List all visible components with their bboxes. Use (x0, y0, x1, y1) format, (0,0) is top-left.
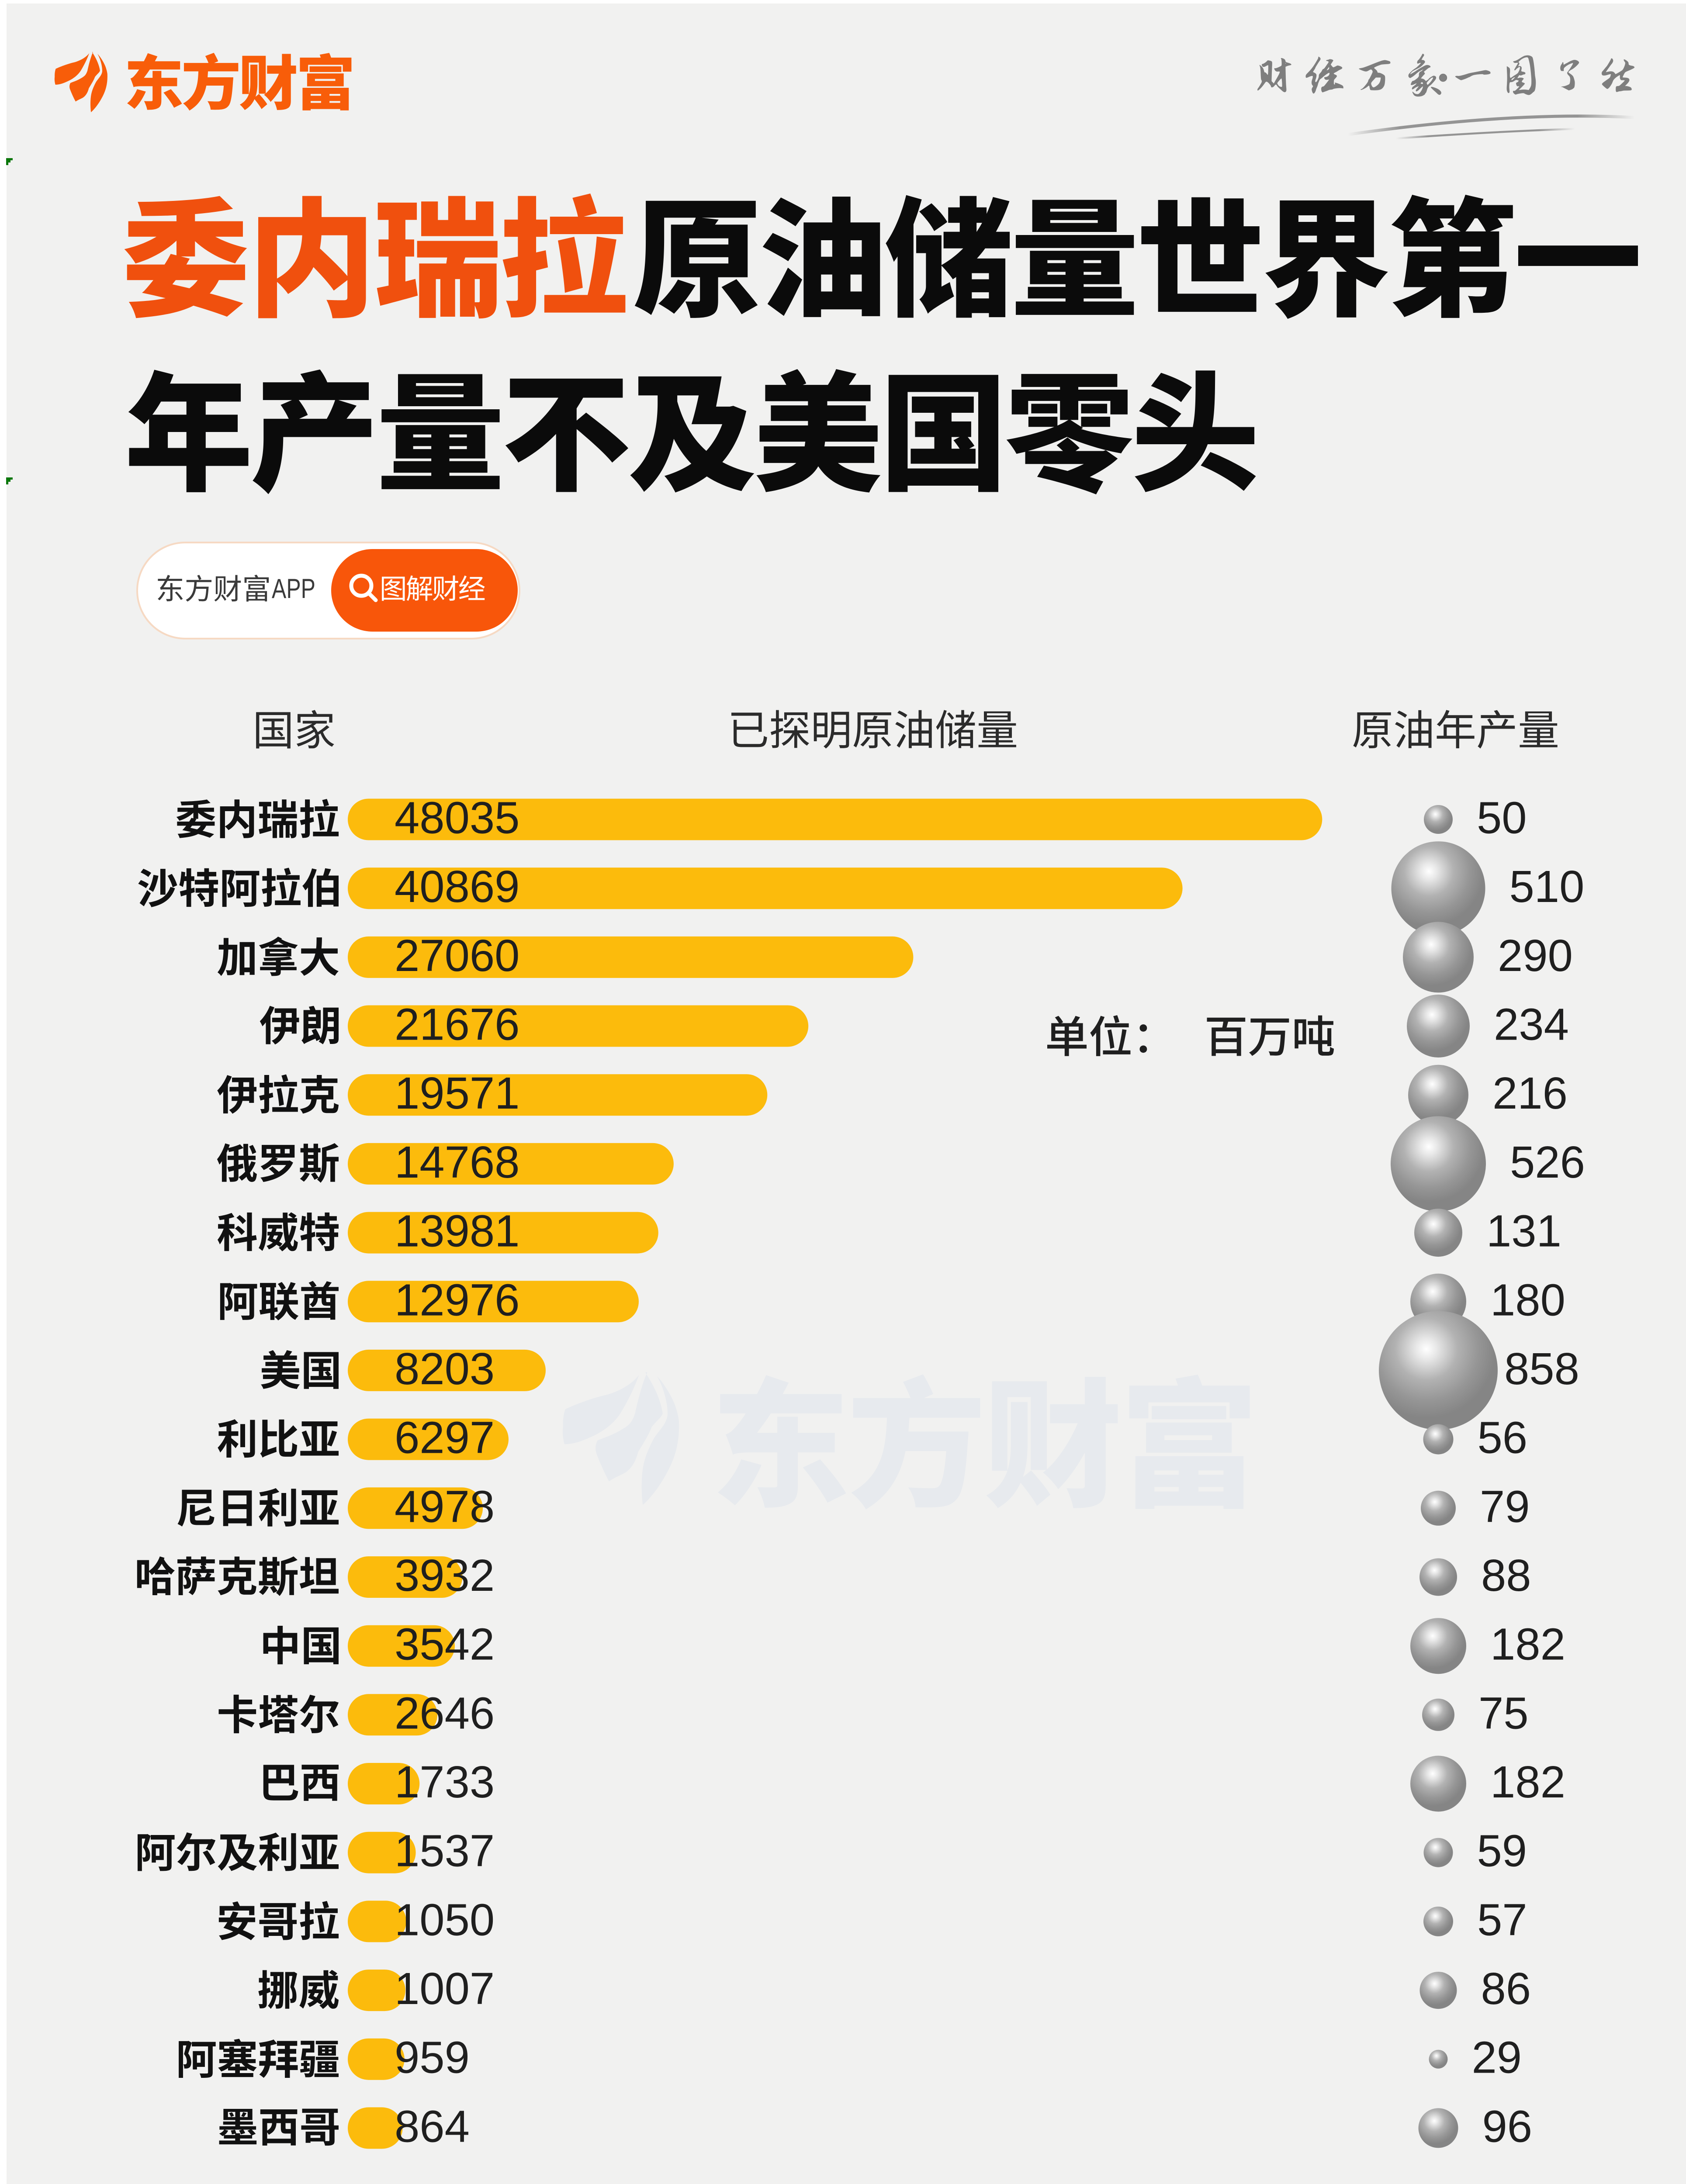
svg-text:29: 29 (1472, 2032, 1522, 2083)
svg-text:27060: 27060 (395, 930, 519, 981)
svg-text:APP: APP (272, 574, 315, 604)
svg-text:1733: 1733 (395, 1757, 495, 1807)
svg-text:290: 290 (1498, 930, 1573, 981)
svg-text:526: 526 (1510, 1137, 1585, 1187)
svg-text:8203: 8203 (395, 1344, 495, 1394)
svg-text:180: 180 (1490, 1275, 1565, 1325)
svg-text:21676: 21676 (395, 999, 519, 1050)
svg-text:864: 864 (395, 2101, 470, 2151)
svg-text:510: 510 (1509, 861, 1585, 912)
svg-text:12976: 12976 (395, 1275, 519, 1325)
svg-text:57: 57 (1477, 1894, 1527, 1945)
svg-text:234: 234 (1494, 999, 1569, 1050)
svg-text:56: 56 (1478, 1413, 1528, 1463)
svg-text:1050: 1050 (395, 1894, 495, 1945)
svg-text:79: 79 (1480, 1481, 1530, 1531)
svg-text:13981: 13981 (395, 1206, 519, 1256)
svg-text:75: 75 (1478, 1688, 1529, 1738)
svg-text:858: 858 (1504, 1344, 1579, 1394)
svg-text:14768: 14768 (395, 1137, 519, 1187)
svg-text:216: 216 (1492, 1068, 1568, 1118)
svg-text:3542: 3542 (395, 1619, 495, 1669)
svg-text:182: 182 (1490, 1619, 1565, 1669)
svg-text:59: 59 (1477, 1826, 1527, 1876)
svg-text:1537: 1537 (395, 1826, 495, 1876)
svg-text:959: 959 (395, 2032, 470, 2083)
svg-text:1007: 1007 (395, 1963, 495, 2014)
svg-text:19571: 19571 (395, 1068, 519, 1118)
svg-text:3932: 3932 (395, 1550, 495, 1600)
svg-text:88: 88 (1481, 1550, 1531, 1600)
svg-text:131: 131 (1486, 1206, 1561, 1256)
svg-text:50: 50 (1477, 793, 1527, 843)
svg-text:96: 96 (1482, 2101, 1533, 2151)
svg-text:40869: 40869 (395, 861, 519, 912)
svg-text:182: 182 (1490, 1757, 1565, 1807)
svg-text:4978: 4978 (395, 1481, 495, 1531)
svg-text:2646: 2646 (395, 1688, 495, 1738)
svg-text:48035: 48035 (395, 793, 519, 843)
svg-text:6297: 6297 (395, 1413, 495, 1463)
svg-text:86: 86 (1481, 1963, 1531, 2014)
